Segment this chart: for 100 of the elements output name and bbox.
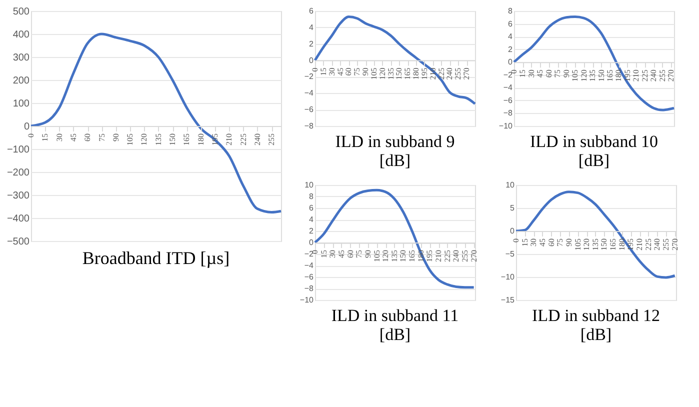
x-tick-label: 45 <box>68 134 78 142</box>
x-tick-label: 120 <box>579 70 588 82</box>
y-tick-label: −15 <box>500 296 516 304</box>
x-tick-label: 255 <box>454 68 463 80</box>
line-series <box>512 16 676 112</box>
y-tick-label: 400 <box>12 30 30 40</box>
y-tick-label: 4 <box>309 215 314 224</box>
x-tick-label: 180 <box>196 134 206 146</box>
y-tick-label: 10 <box>304 180 314 190</box>
x-tick-label: 165 <box>182 134 192 146</box>
x-tick-label: 180 <box>617 238 626 250</box>
x-tick-label: 270 <box>469 250 478 262</box>
x-tick-label: 135 <box>386 68 396 80</box>
x-tick-label: 150 <box>398 250 408 262</box>
x-tick-label: 225 <box>436 68 446 80</box>
x-tick-label: 45 <box>336 250 346 258</box>
y-tick-label: −4 <box>304 88 314 98</box>
x-tick-label: 75 <box>352 68 362 76</box>
y-tick-label: −100 <box>6 144 30 156</box>
x-tick-label: 135 <box>390 250 399 262</box>
x-tick-label: 90 <box>361 68 370 76</box>
y-tick-label: −4 <box>304 261 314 270</box>
x-tick-label: 90 <box>564 238 574 246</box>
x-tick-label: 105 <box>126 134 135 146</box>
x-tick-label: 195 <box>425 250 434 262</box>
x-tick-label: 255 <box>658 70 667 82</box>
x-tick-label: 75 <box>553 70 562 78</box>
x-tick-label: 255 <box>267 134 276 146</box>
x-tick-label: 255 <box>460 250 470 262</box>
x-tick-label: 60 <box>344 68 354 76</box>
x-tick-label: 45 <box>336 68 345 76</box>
y-tick-label: 5 <box>510 204 516 212</box>
x-tick-label: 225 <box>644 238 653 250</box>
x-tick-label: 30 <box>54 134 64 142</box>
x-tick-label: 45 <box>536 70 545 78</box>
x-tick-label: 195 <box>420 68 429 80</box>
x-tick-label: 150 <box>596 70 606 82</box>
x-tick-label: 105 <box>372 250 382 262</box>
text: ILD in subband 11 [dB] <box>331 306 459 344</box>
x-tick-label: 105 <box>570 70 580 82</box>
x-tick-label: 60 <box>83 134 92 142</box>
x-tick-label: 75 <box>354 250 364 258</box>
text: ILD in subband 9 [dB] <box>335 132 455 170</box>
x-tick-label: 60 <box>546 238 556 246</box>
x-tick-label: 180 <box>416 250 426 262</box>
y-tick-label: −6 <box>304 105 314 114</box>
text: Broadband ITD [µs] <box>82 248 230 268</box>
line-series <box>314 188 476 289</box>
y-tick-label: −10 <box>500 272 516 282</box>
text: ILD in subband 10 [dB] <box>530 132 658 170</box>
x-tick-label: 195 <box>626 238 636 250</box>
y-tick-label: 300 <box>12 52 30 64</box>
x-tick-label: 165 <box>608 238 618 250</box>
x-tick-label: 75 <box>97 134 106 142</box>
x-tick-label: 15 <box>319 250 328 258</box>
x-tick-label: 240 <box>652 238 662 250</box>
y-tick-label: 4 <box>309 22 314 32</box>
line-series <box>30 32 282 214</box>
y-tick-label: −10 <box>300 296 314 304</box>
y-tick-label: −6 <box>304 272 314 282</box>
x-tick-label: 105 <box>369 68 378 80</box>
x-tick-label: 270 <box>666 70 676 82</box>
x-tick-label: 45 <box>538 238 547 246</box>
x-tick-label: 120 <box>378 68 387 80</box>
x-tick-label: 150 <box>168 134 178 146</box>
x-tick-label: 90 <box>111 134 120 142</box>
x-tick-label: 150 <box>600 238 609 250</box>
x-tick-label: 210 <box>635 238 644 250</box>
y-tick-label: 2 <box>508 44 514 54</box>
line-series <box>314 16 476 106</box>
y-tick-label: 4 <box>508 32 514 42</box>
x-tick-label: 30 <box>328 250 338 258</box>
x-tick-label: 165 <box>403 68 412 80</box>
y-tick-label: 0 <box>510 226 516 236</box>
y-tick-label: −2 <box>304 250 314 258</box>
x-tick-label: 225 <box>238 134 248 146</box>
y-tick-label: 2 <box>309 39 314 48</box>
y-tick-label: 0 <box>309 56 314 65</box>
x-tick-label: 210 <box>428 68 438 80</box>
y-tick-label: −300 <box>6 190 30 202</box>
y-tick-label: −6 <box>503 96 514 105</box>
x-tick-label: 210 <box>434 250 444 262</box>
x-tick-label: 165 <box>408 250 417 262</box>
x-tick-label: 90 <box>363 250 372 258</box>
y-tick-label: 0 <box>24 122 30 132</box>
y-tick-label: −8 <box>503 108 514 118</box>
x-tick-label: 270 <box>670 238 680 250</box>
x-tick-label: 195 <box>622 70 632 82</box>
y-tick-label: −4 <box>503 83 514 92</box>
y-tick-label: 10 <box>506 180 516 190</box>
x-tick-label: 15 <box>518 70 528 78</box>
y-tick-label: 6 <box>508 19 514 28</box>
x-tick-label: 150 <box>394 68 404 80</box>
x-tick-label: 75 <box>556 238 565 246</box>
x-tick-label: 15 <box>520 238 530 246</box>
y-tick-label: −500 <box>6 236 30 248</box>
x-tick-label: 255 <box>662 238 670 250</box>
x-tick-label: 165 <box>606 70 614 82</box>
x-tick-label: 15 <box>318 68 328 76</box>
x-tick-label: 60 <box>346 250 355 258</box>
